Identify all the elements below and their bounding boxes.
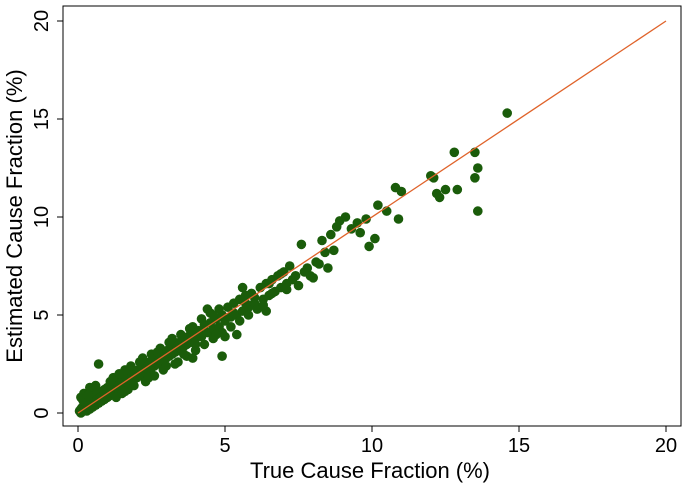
data-point — [373, 200, 383, 210]
y-tick-label: 10 — [31, 206, 53, 228]
data-point — [129, 380, 139, 391]
data-point — [152, 347, 163, 358]
data-point — [293, 280, 304, 291]
data-point — [164, 337, 174, 348]
data-point — [317, 235, 327, 246]
data-point — [237, 282, 248, 293]
data-point — [199, 339, 210, 350]
data-point — [220, 331, 230, 342]
y-tick-label: 5 — [31, 309, 53, 320]
x-tick-label: 5 — [219, 435, 230, 457]
data-point — [202, 304, 213, 314]
y-tick-label: 20 — [31, 10, 53, 32]
data-point — [396, 186, 407, 197]
data-point — [196, 314, 207, 324]
x-tick-label: 10 — [361, 435, 383, 457]
data-point — [326, 229, 336, 240]
data-point — [240, 298, 251, 309]
y-axis: 0 5 10 15 20 — [31, 10, 63, 419]
data-points — [74, 108, 512, 418]
data-point — [190, 339, 201, 350]
data-point — [452, 184, 463, 195]
data-point — [134, 357, 145, 367]
data-point — [161, 361, 171, 371]
x-tick-label: 0 — [72, 435, 83, 457]
y-tick-label: 15 — [31, 108, 53, 130]
y-axis-label: Estimated Cause Fraction (%) — [2, 69, 27, 362]
identity-reference-line — [77, 20, 667, 414]
data-point — [311, 257, 321, 267]
data-point — [232, 329, 242, 340]
data-point — [473, 206, 483, 216]
data-point — [323, 263, 333, 273]
data-point — [340, 212, 351, 222]
x-tick-label: 15 — [508, 435, 530, 457]
data-point — [470, 173, 480, 183]
x-tick-label: 20 — [655, 435, 677, 457]
data-point — [83, 390, 94, 401]
data-point — [243, 310, 254, 320]
data-point — [281, 284, 292, 295]
data-point — [393, 214, 404, 224]
data-point — [364, 241, 374, 252]
data-point — [370, 233, 380, 244]
data-point — [346, 224, 357, 234]
data-point — [105, 376, 116, 387]
data-point — [187, 353, 198, 363]
data-point — [361, 214, 371, 224]
y-tick-label: 0 — [31, 407, 53, 418]
data-point — [208, 310, 218, 320]
data-point — [440, 184, 451, 195]
data-point — [211, 329, 221, 340]
data-point — [428, 173, 439, 183]
data-point — [434, 192, 445, 203]
data-point — [179, 349, 189, 360]
data-point — [449, 147, 460, 158]
data-point — [120, 386, 130, 397]
data-point — [290, 271, 301, 281]
data-point — [226, 322, 236, 332]
data-point — [502, 108, 512, 118]
data-point — [284, 261, 295, 271]
data-point — [264, 278, 274, 289]
data-point — [267, 288, 277, 299]
data-point — [329, 245, 339, 256]
data-point — [234, 316, 245, 326]
data-point — [258, 300, 269, 311]
data-point — [176, 329, 186, 340]
data-point — [249, 292, 260, 303]
x-axis-label: True Cause Fraction (%) — [250, 458, 490, 483]
data-point — [170, 359, 180, 369]
data-point — [355, 227, 366, 238]
data-point — [90, 380, 101, 391]
data-point — [217, 351, 227, 362]
data-point — [473, 163, 483, 173]
data-point — [93, 359, 104, 369]
data-point — [305, 271, 316, 281]
data-point — [214, 304, 224, 314]
data-point — [143, 372, 154, 383]
data-point — [126, 361, 136, 371]
data-point — [296, 239, 307, 250]
x-axis: 0 5 10 15 20 — [72, 426, 677, 457]
